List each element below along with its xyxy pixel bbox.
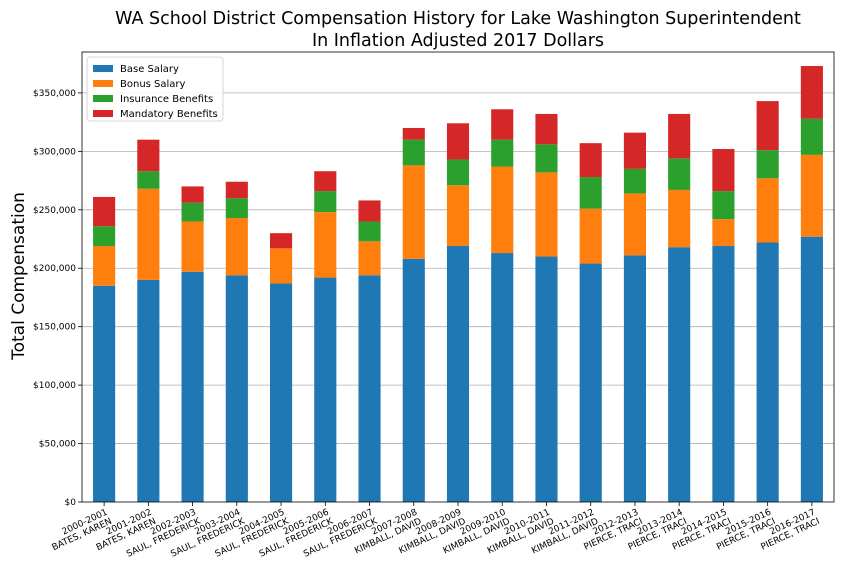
chart-subtitle: In Inflation Adjusted 2017 Dollars bbox=[312, 31, 604, 51]
bar-insurance-benefits bbox=[446, 159, 470, 186]
bar-base-salary bbox=[446, 246, 470, 502]
bar-mandatory-benefits bbox=[314, 171, 337, 192]
bar-bonus-salary bbox=[579, 208, 602, 264]
bar-bonus-salary bbox=[668, 189, 691, 248]
bar-mandatory-benefits bbox=[137, 139, 160, 172]
bar-insurance-benefits bbox=[756, 150, 779, 179]
y-ticks: $0 $50,000 $100,000 $150,000 $200,000 $250,00… bbox=[33, 89, 82, 508]
bar-mandatory-benefits bbox=[712, 149, 735, 192]
bar-bonus-salary bbox=[491, 166, 514, 254]
legend-label: Mandatory Benefits bbox=[120, 109, 218, 120]
bar-bonus-salary bbox=[756, 178, 779, 243]
bar-mandatory-benefits bbox=[800, 66, 823, 119]
bar-mandatory-benefits bbox=[579, 143, 602, 178]
y-tick-label: $150,000 bbox=[33, 323, 76, 333]
bar-insurance-benefits bbox=[712, 191, 735, 220]
bar-insurance-benefits bbox=[535, 144, 558, 173]
bar-bonus-salary bbox=[446, 185, 470, 247]
bar-mandatory-benefits bbox=[535, 113, 558, 145]
bar-base-salary bbox=[623, 255, 646, 502]
bar-bonus-salary bbox=[623, 193, 646, 256]
bar-base-salary bbox=[270, 283, 293, 502]
bar-base-salary bbox=[402, 258, 425, 502]
y-axis-label: Total Compensation bbox=[9, 192, 29, 361]
bar-bonus-salary bbox=[712, 219, 735, 247]
bar-mandatory-benefits bbox=[93, 196, 116, 227]
bar-base-salary bbox=[137, 279, 160, 502]
bar-insurance-benefits bbox=[668, 158, 691, 190]
bar-bonus-salary bbox=[137, 188, 160, 280]
bar-insurance-benefits bbox=[800, 118, 823, 155]
y-tick-label: $100,000 bbox=[33, 381, 76, 391]
bar-base-salary bbox=[579, 263, 602, 502]
bar-base-salary bbox=[535, 256, 558, 502]
bar-base-salary bbox=[225, 275, 248, 502]
legend-label: Base Salary bbox=[120, 64, 179, 75]
bar-insurance-benefits bbox=[402, 139, 425, 166]
y-tick-label: $300,000 bbox=[33, 147, 76, 157]
bar-mandatory-benefits bbox=[402, 127, 425, 140]
bar-bonus-salary bbox=[225, 217, 248, 276]
legend-swatch bbox=[93, 95, 113, 102]
bar-insurance-benefits bbox=[358, 221, 381, 242]
y-tick-label: $200,000 bbox=[33, 264, 76, 274]
legend-swatch bbox=[93, 65, 113, 72]
bar-bonus-salary bbox=[800, 154, 823, 237]
bar-base-salary bbox=[93, 285, 116, 502]
bar-bonus-salary bbox=[270, 248, 293, 284]
bar-bonus-salary bbox=[93, 246, 116, 286]
chart-title: WA School District Compensation History … bbox=[115, 9, 801, 29]
legend-swatch bbox=[93, 110, 113, 117]
bar-mandatory-benefits bbox=[756, 101, 779, 151]
bar-base-salary bbox=[800, 236, 823, 502]
bar-mandatory-benefits bbox=[181, 186, 204, 203]
bar-insurance-benefits bbox=[225, 198, 248, 218]
legend-label: Insurance Benefits bbox=[120, 94, 213, 105]
bar-base-salary bbox=[358, 275, 381, 502]
bar-mandatory-benefits bbox=[225, 181, 248, 199]
bar-base-salary bbox=[181, 271, 204, 502]
bar-insurance-benefits bbox=[623, 168, 646, 194]
bar-base-salary bbox=[491, 253, 514, 502]
y-tick-label: $250,000 bbox=[33, 206, 76, 216]
bars-group bbox=[93, 66, 823, 503]
bar-insurance-benefits bbox=[314, 191, 337, 213]
bar-bonus-salary bbox=[535, 172, 558, 257]
bar-mandatory-benefits bbox=[668, 113, 691, 159]
bar-base-salary bbox=[668, 247, 691, 502]
bar-mandatory-benefits bbox=[491, 109, 514, 140]
legend-swatch bbox=[93, 80, 113, 87]
bar-mandatory-benefits bbox=[623, 132, 646, 169]
y-tick-label: $350,000 bbox=[33, 89, 76, 99]
y-tick-label: $50,000 bbox=[39, 440, 76, 450]
legend-frame bbox=[86, 56, 224, 122]
bar-bonus-salary bbox=[314, 212, 337, 278]
bar-bonus-salary bbox=[181, 221, 204, 272]
bar-base-salary bbox=[314, 277, 337, 502]
bar-insurance-benefits bbox=[579, 177, 602, 209]
bar-base-salary bbox=[712, 246, 735, 502]
legend-label: Bonus Salary bbox=[120, 79, 186, 90]
bar-bonus-salary bbox=[402, 165, 425, 259]
bar-bonus-salary bbox=[358, 241, 381, 276]
bar-insurance-benefits bbox=[137, 171, 160, 189]
bar-mandatory-benefits bbox=[270, 233, 293, 249]
bar-insurance-benefits bbox=[93, 226, 116, 247]
bar-insurance-benefits bbox=[491, 139, 514, 167]
bar-mandatory-benefits bbox=[358, 200, 381, 222]
y-tick-label: $0 bbox=[65, 498, 77, 508]
bar-base-salary bbox=[756, 242, 779, 503]
bar-insurance-benefits bbox=[181, 202, 204, 222]
bar-mandatory-benefits bbox=[446, 123, 470, 160]
legend: Base Salary Bonus Salary Insurance Benefit… bbox=[86, 56, 224, 122]
